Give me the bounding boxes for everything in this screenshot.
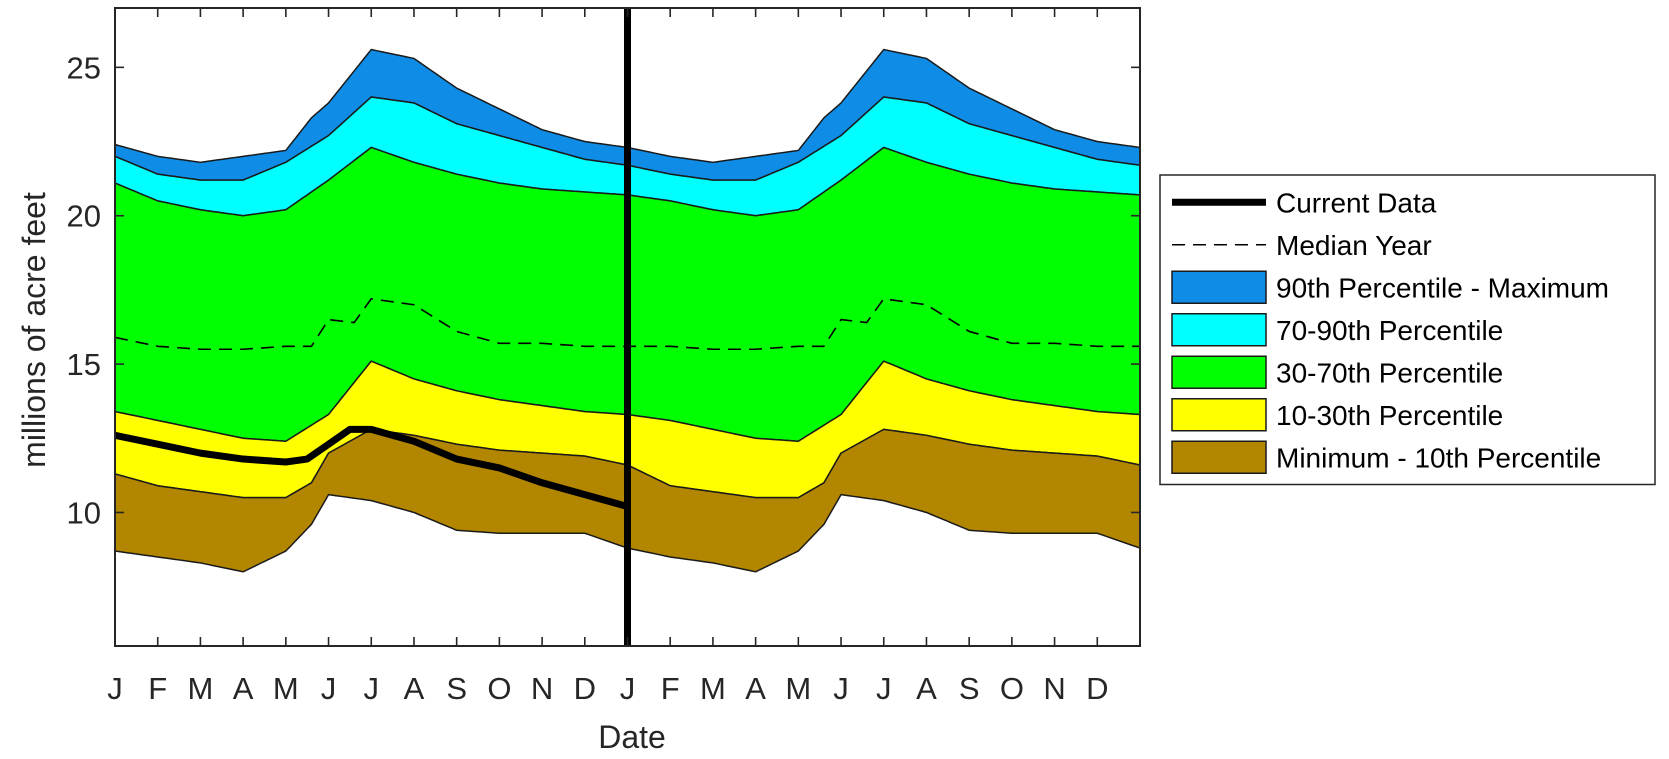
legend-label: 70-90th Percentile — [1276, 315, 1503, 346]
x-tick-label: S — [446, 671, 467, 706]
x-tick-label: M — [273, 671, 299, 706]
x-tick-label: F — [661, 671, 680, 706]
legend-label: Minimum - 10th Percentile — [1276, 442, 1601, 473]
y-axis-label: millions of acre feet — [16, 192, 52, 468]
x-tick-label: N — [531, 671, 553, 706]
series-line-current-data — [114, 425, 629, 510]
x-tick-label: J — [833, 671, 849, 706]
legend-label: 30-70th Percentile — [1276, 357, 1503, 388]
x-tick-label: J — [321, 671, 337, 706]
x-tick-label: A — [745, 671, 766, 706]
legend-swatch — [1171, 398, 1267, 432]
x-tick-label: A — [233, 671, 254, 706]
x-tick-label: J — [364, 671, 380, 706]
y-tick-label: 20 — [67, 199, 101, 234]
legend-item-median-year: Median Year — [1172, 230, 1432, 261]
x-tick-label: M — [785, 671, 811, 706]
x-tick-label: D — [1086, 671, 1108, 706]
y-tick-label: 25 — [67, 50, 101, 85]
x-tick-label: F — [148, 671, 167, 706]
legend-label: 10-30th Percentile — [1276, 400, 1503, 431]
x-tick-label: J — [876, 671, 892, 706]
x-tick-label: O — [487, 671, 511, 706]
x-tick-label: O — [1000, 671, 1024, 706]
legend-swatch — [1171, 313, 1267, 347]
x-tick-label: J — [107, 671, 123, 706]
legend-item-minimum-10th-percentile: Minimum - 10th Percentile — [1171, 440, 1601, 474]
y-tick-label: 10 — [67, 495, 101, 530]
x-tick-label: A — [404, 671, 425, 706]
legend-item-current-data: Current Data — [1172, 187, 1437, 218]
legend: Current Data Median Year 90th Percentile -… — [1159, 174, 1656, 486]
legend-label: 90th Percentile - Maximum — [1276, 272, 1609, 303]
legend-item-90th-percentile-maximum: 90th Percentile - Maximum — [1171, 270, 1609, 304]
legend-swatch — [1171, 440, 1267, 474]
legend-item-70-90th-percentile: 70-90th Percentile — [1171, 313, 1503, 347]
legend-swatch — [1171, 355, 1267, 389]
x-axis-label: Date — [598, 719, 666, 755]
y-tick-label: 15 — [67, 347, 101, 382]
axis-ticks — [114, 8, 1140, 646]
x-tick-label: M — [188, 671, 214, 706]
legend-item-10-30th-percentile: 10-30th Percentile — [1171, 398, 1503, 432]
x-tick-label: M — [700, 671, 726, 706]
x-tick-label: N — [1043, 671, 1065, 706]
x-tick-label: D — [574, 671, 596, 706]
legend-label: Median Year — [1276, 230, 1432, 261]
legend-swatch — [1171, 270, 1267, 304]
plot-area — [114, 7, 1141, 647]
x-tick-label: S — [959, 671, 980, 706]
x-tick-label: A — [916, 671, 937, 706]
legend-label: Current Data — [1276, 187, 1437, 218]
x-tick-label: J — [620, 671, 636, 706]
legend-item-30-70th-percentile: 30-70th Percentile — [1171, 355, 1503, 389]
